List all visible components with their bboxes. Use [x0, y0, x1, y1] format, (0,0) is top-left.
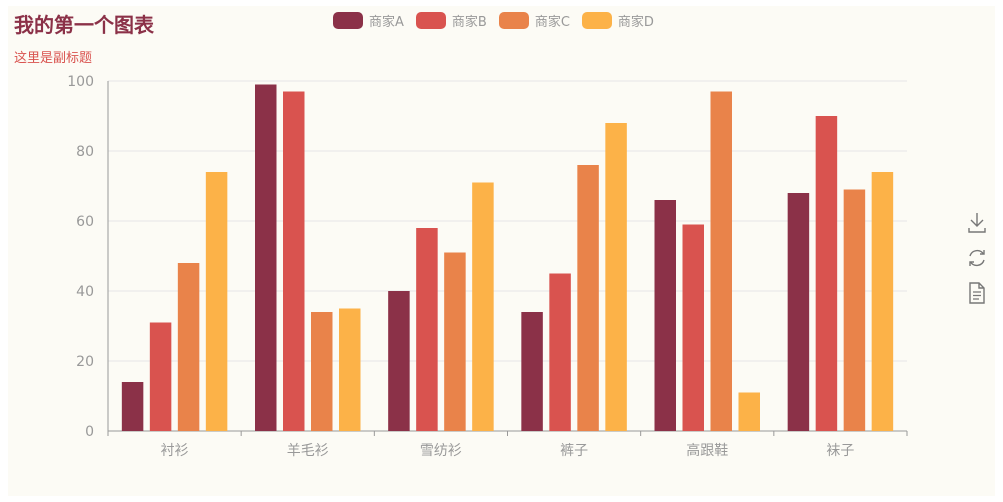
- legend-label-c: 商家C: [534, 15, 570, 30]
- legend-item-c[interactable]: 商家C: [498, 11, 570, 30]
- legend-swatch-a: [333, 12, 363, 29]
- data-view-icon[interactable]: [966, 281, 988, 305]
- chart-toolbox: [966, 211, 988, 316]
- legend-item-d[interactable]: 商家D: [581, 11, 654, 30]
- chart-canvas: [8, 6, 995, 496]
- chart-subtitle: 这里是副标题: [14, 51, 93, 66]
- chart-title: 我的第一个图表: [14, 13, 154, 37]
- legend-swatch-b: [415, 12, 446, 29]
- download-icon[interactable]: [966, 211, 988, 235]
- legend-item-a[interactable]: 商家A: [333, 11, 404, 30]
- legend-swatch-c: [498, 12, 529, 29]
- legend-item-b[interactable]: 商家B: [415, 11, 487, 30]
- refresh-icon[interactable]: [966, 246, 988, 270]
- legend-swatch-d: [581, 12, 612, 29]
- legend-label-b: 商家B: [451, 15, 487, 30]
- legend-label-d: 商家D: [617, 15, 654, 30]
- chart-legend: 商家A 商家B 商家C 商家D: [333, 11, 666, 30]
- legend-label-a: 商家A: [369, 15, 404, 30]
